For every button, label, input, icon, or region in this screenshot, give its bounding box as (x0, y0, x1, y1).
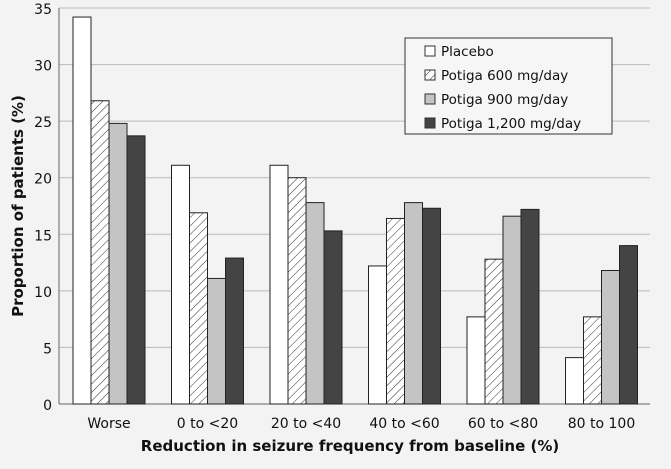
legend-label: Potiga 900 mg/day (441, 92, 568, 108)
y-axis-label: Proportion of patients (%) (9, 95, 27, 317)
bar-0-4 (466, 316, 486, 405)
bar-3-1 (225, 257, 244, 405)
legend-swatch-2 (424, 93, 436, 105)
legend-label: Potiga 1,200 mg/day (441, 116, 581, 132)
bar-1-0 (90, 100, 110, 405)
x-tick-label: 80 to 100 (568, 416, 636, 432)
y-tick-label: 5 (43, 341, 52, 357)
legend: Placebo Potiga 600 mg/day Potiga 900 mg/da… (404, 37, 613, 135)
bar-1-3 (386, 217, 405, 405)
x-tick-label: Worse (87, 416, 130, 432)
y-tick-label: 35 (34, 2, 52, 18)
legend-box (404, 37, 613, 135)
bar-1-4 (484, 258, 504, 405)
bars (72, 16, 638, 405)
bar-2-1 (207, 277, 226, 405)
legend-label: Potiga 600 mg/day (441, 68, 568, 84)
y-tick-label: 20 (34, 172, 52, 188)
x-tick-label: 40 to <60 (369, 416, 439, 432)
x-tick-label: 20 to <40 (271, 416, 341, 432)
x-tick-label: 60 to <80 (468, 416, 538, 432)
y-tick-label: 30 (34, 59, 52, 75)
legend-swatch-3 (424, 117, 436, 129)
bar-3-5 (619, 245, 638, 405)
bar-0-3 (368, 265, 387, 405)
legend-label: Placebo (441, 44, 494, 60)
y-axis-ticks: 0 5 10 15 20 25 30 35 (34, 2, 52, 414)
bar-2-2 (305, 202, 325, 405)
bar-2-4 (502, 215, 522, 405)
legend-swatch-0 (424, 45, 436, 57)
bar-0-0 (72, 16, 92, 405)
bar-1-2 (287, 177, 307, 405)
y-tick-label: 15 (34, 228, 52, 244)
bar-3-2 (323, 230, 343, 405)
y-tick-label: 10 (34, 285, 52, 301)
x-tick-label: 0 to <20 (177, 416, 238, 432)
y-tick-label: 0 (43, 398, 52, 414)
bar-3-3 (422, 207, 441, 405)
bar-2-0 (108, 122, 128, 405)
y-tick-label: 25 (34, 115, 52, 131)
bar-2-5 (601, 269, 620, 405)
bar-2-3 (404, 202, 423, 405)
bar-3-0 (126, 135, 146, 405)
legend-swatch-1 (424, 69, 436, 81)
gridlines (59, 7, 650, 405)
bar-0-5 (565, 357, 584, 405)
bar-1-5 (583, 316, 602, 405)
bar-0-1 (171, 164, 190, 405)
bar-1-1 (189, 212, 208, 405)
bar-3-4 (520, 208, 540, 405)
x-axis-ticks: Worse 0 to <20 20 to <40 40 to <60 60 to <80… (87, 416, 635, 432)
x-axis-label: Reduction in seizure frequency from base… (141, 437, 559, 455)
bar-0-2 (269, 164, 289, 405)
